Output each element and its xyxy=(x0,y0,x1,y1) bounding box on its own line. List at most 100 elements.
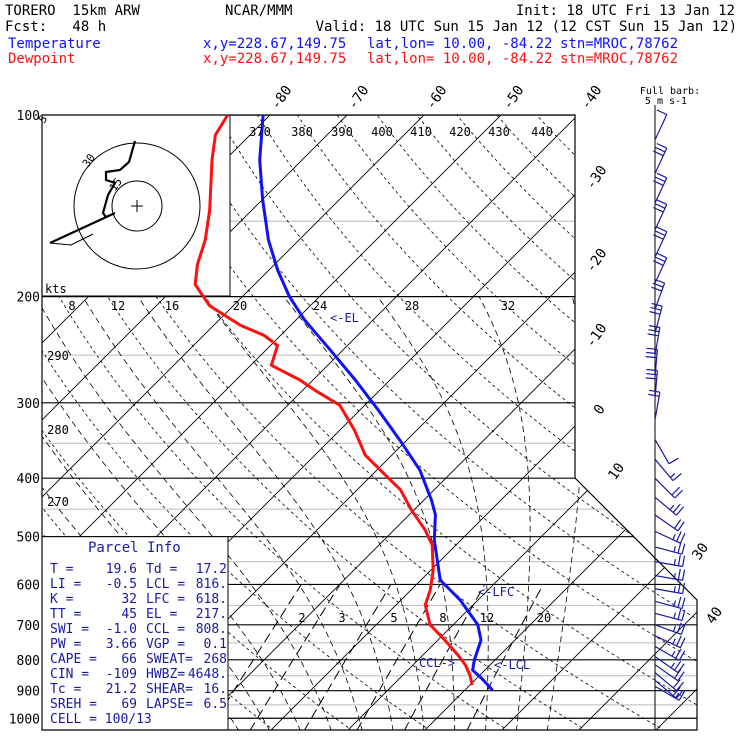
parcel-info-label: T = xyxy=(50,562,74,577)
parcel-info-value: 16. xyxy=(204,682,227,697)
dry-adiabat-450 xyxy=(576,115,697,730)
parcel-info-value: 19.6 xyxy=(106,562,137,577)
isotherm-label: -70 xyxy=(345,83,373,113)
isotherm-label: -10 xyxy=(583,321,611,351)
isotherm--60 xyxy=(42,115,425,730)
wind-barb xyxy=(654,596,686,610)
dry-adiabat-360 xyxy=(217,115,697,730)
dry-adiabat-390 xyxy=(336,115,697,730)
pressure-tick-label: 200 xyxy=(17,291,40,306)
dry-adiabat-430 xyxy=(496,115,697,730)
dry-adiabat-300 xyxy=(42,115,510,730)
isotherm-label: -20 xyxy=(583,246,611,276)
parcel-info-value: 0.1 xyxy=(204,637,227,652)
moist-adiabat xyxy=(478,296,531,730)
dry-adiabat-460 xyxy=(615,115,697,730)
dry-adiabat-380 xyxy=(296,115,697,730)
theta-label: 430 xyxy=(488,125,510,139)
temperature-profile xyxy=(258,115,494,692)
wind-barb xyxy=(654,477,684,499)
isotherm--70 xyxy=(42,115,348,730)
theta-label: 440 xyxy=(531,125,553,139)
mixing-ratio-label: 5 xyxy=(390,611,397,625)
parcel-info-value: 4648. xyxy=(188,667,227,682)
moist-adiabat xyxy=(42,296,332,730)
mixing-ratio-label: 12 xyxy=(480,611,494,625)
mixing-ratio-line-8 xyxy=(356,584,441,730)
wind-barb xyxy=(647,325,661,356)
forecast-hour: Fcst: 48 h xyxy=(5,19,107,35)
isotherm-30 xyxy=(500,115,697,730)
parcel-info-value: 217. xyxy=(196,607,227,622)
parcel-info-value: 17.2 xyxy=(196,562,227,577)
moist-adiabat xyxy=(203,296,425,730)
wind-barb xyxy=(654,568,686,581)
wind-barb xyxy=(653,199,668,231)
pressure-tick-label: 400 xyxy=(17,472,40,487)
theta-label: 420 xyxy=(449,125,471,139)
mixing-ratio-label: 8 xyxy=(439,611,446,625)
parcel-info-label: CELL = 100/13 xyxy=(50,712,152,727)
isotherm-label: -40 xyxy=(578,83,606,113)
theta-label: 270 xyxy=(47,495,69,509)
moist-adiabat xyxy=(137,296,394,730)
dry-adiabat-400 xyxy=(376,115,697,730)
mixing-label: 28 xyxy=(405,299,419,313)
theta-label: 390 xyxy=(331,125,353,139)
parcel-info-label: Td = xyxy=(146,562,177,577)
theta-label: 370 xyxy=(249,125,271,139)
organization: NCAR/MMM xyxy=(225,3,293,19)
parcel-info-title: Parcel Info xyxy=(88,540,181,556)
pressure-tick-label: 800 xyxy=(17,654,40,669)
mixing-label: 32 xyxy=(501,299,515,313)
dry-adiabat-370 xyxy=(257,115,697,730)
pressure-tick-label: 500 xyxy=(17,531,40,546)
wind-barb xyxy=(645,368,658,399)
parcel-info-label: EL = xyxy=(146,607,177,622)
parcel-info-value: 69 xyxy=(121,697,137,712)
hodograph-center-icon xyxy=(131,200,143,212)
level-annotation: <-LFC xyxy=(478,585,514,599)
parcel-info-label: CCL = xyxy=(146,622,185,637)
level-annotation: <-LCL xyxy=(494,658,530,672)
wind-barb xyxy=(653,226,668,258)
theta-label: 410 xyxy=(410,125,432,139)
wind-barb xyxy=(654,530,686,544)
parcel-info-label: TT = xyxy=(50,607,81,622)
parcel-info-label: LCL = xyxy=(146,577,185,592)
theta-label: 280 xyxy=(47,423,69,437)
isotherm-label: -80 xyxy=(268,83,296,113)
isotherm-label: 0 xyxy=(591,402,609,418)
wind-barb xyxy=(654,542,686,555)
level-annotation: <-EL xyxy=(330,311,359,325)
pressure-tick-label: 600 xyxy=(17,578,40,593)
legend-dewpoint: Dewpoint xyxy=(8,51,76,67)
wind-barb xyxy=(649,302,663,334)
isotherm-label: -30 xyxy=(583,163,611,193)
wind-barb xyxy=(654,109,668,141)
mixing-ratio-line-20 xyxy=(466,584,544,730)
parcel-info-value: 6.5 xyxy=(204,697,227,712)
mixing-ratio-line-5 xyxy=(303,584,392,730)
legend-temperature-latlon: lat,lon= 10.00, -84.22 xyxy=(367,36,553,52)
parcel-info-label: SHEAR= xyxy=(146,682,193,697)
pressure-tick-label: 100 xyxy=(17,109,40,124)
parcel-info-value: 21.2 xyxy=(106,682,137,697)
wind-barb xyxy=(654,635,686,649)
mixing-ratio-line-12 xyxy=(403,584,486,730)
isotherm-10 xyxy=(346,115,697,730)
valid-time: Valid: 18 UTC Sun 15 Jan 12 (12 CST Sun … xyxy=(315,19,737,35)
wind-barb xyxy=(648,389,661,420)
parcel-info-value: 45 xyxy=(121,607,137,622)
wind-barb xyxy=(653,172,668,204)
isotherm--50 xyxy=(42,115,502,730)
parcel-info-value: 816. xyxy=(196,577,227,592)
dry-adiabat-410 xyxy=(416,115,697,730)
mixing-label: 8 xyxy=(68,299,75,313)
wind-barb xyxy=(654,458,682,482)
dry-adiabat-320 xyxy=(57,115,666,730)
mixing-ratio-label: 2 xyxy=(298,611,305,625)
isotherm--10 xyxy=(192,115,697,730)
parcel-info-value: 66 xyxy=(121,652,137,667)
